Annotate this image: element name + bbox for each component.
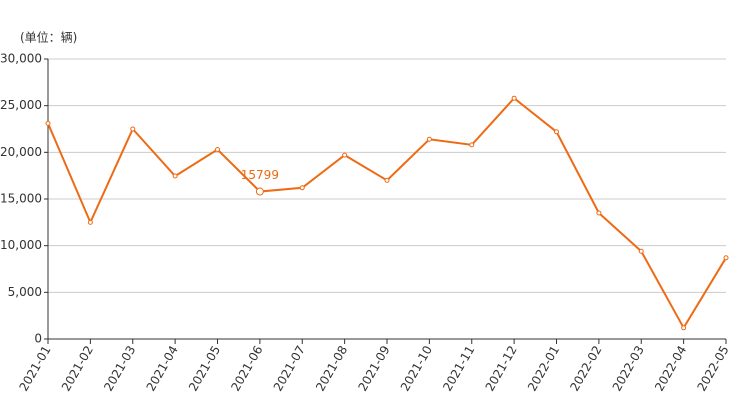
point xyxy=(723,255,729,261)
y-tick-label: 30,000 xyxy=(0,52,42,66)
x-tick-label: 2022-04 xyxy=(652,343,689,393)
point xyxy=(299,185,305,191)
x-tick-label: 2021-07 xyxy=(271,343,308,393)
x-tick-label: 2021-09 xyxy=(355,343,392,393)
x-tick-label: 2021-04 xyxy=(144,343,181,393)
point xyxy=(172,173,178,179)
y-tick-label: 0 xyxy=(34,332,42,346)
x-tick-label: 2022-02 xyxy=(567,343,604,393)
x-tick-label: 2021-01 xyxy=(16,343,53,393)
y-tick-label: 5,000 xyxy=(8,285,42,299)
x-tick-label: 2021-12 xyxy=(483,343,520,393)
y-tick-label: 20,000 xyxy=(0,145,42,159)
point xyxy=(511,95,517,101)
x-tick-label: 2021-05 xyxy=(186,343,223,393)
point xyxy=(681,325,687,331)
point xyxy=(45,120,51,126)
point xyxy=(554,129,559,135)
value-label: 15799 xyxy=(241,168,279,182)
point xyxy=(255,187,264,196)
unit-label: (单位：辆) xyxy=(20,30,77,45)
x-tick-label: 2022-01 xyxy=(525,343,562,393)
x-tick-label: 2021-08 xyxy=(313,343,350,393)
point xyxy=(384,177,390,183)
line xyxy=(47,96,727,330)
y-tick-label: 25,000 xyxy=(0,98,42,112)
point xyxy=(342,152,348,158)
y-tick-label: 15,000 xyxy=(0,192,42,206)
x-tick-label: 2022-05 xyxy=(694,343,731,393)
x-tick-label: 2021-10 xyxy=(398,343,435,393)
x-tick-label: 2021-11 xyxy=(440,343,477,393)
point xyxy=(130,126,136,132)
point xyxy=(469,142,475,148)
x-tick-label: 2021-03 xyxy=(101,343,138,393)
point xyxy=(638,248,644,254)
x-tick-label: 2021-02 xyxy=(59,343,96,393)
point xyxy=(426,136,432,142)
y-tick-label: 10,000 xyxy=(0,238,42,252)
x-tick-label: 2021-06 xyxy=(228,343,265,393)
point xyxy=(596,210,602,216)
point xyxy=(87,219,93,225)
point xyxy=(215,147,220,153)
x-tick-label: 2022-03 xyxy=(610,343,647,393)
